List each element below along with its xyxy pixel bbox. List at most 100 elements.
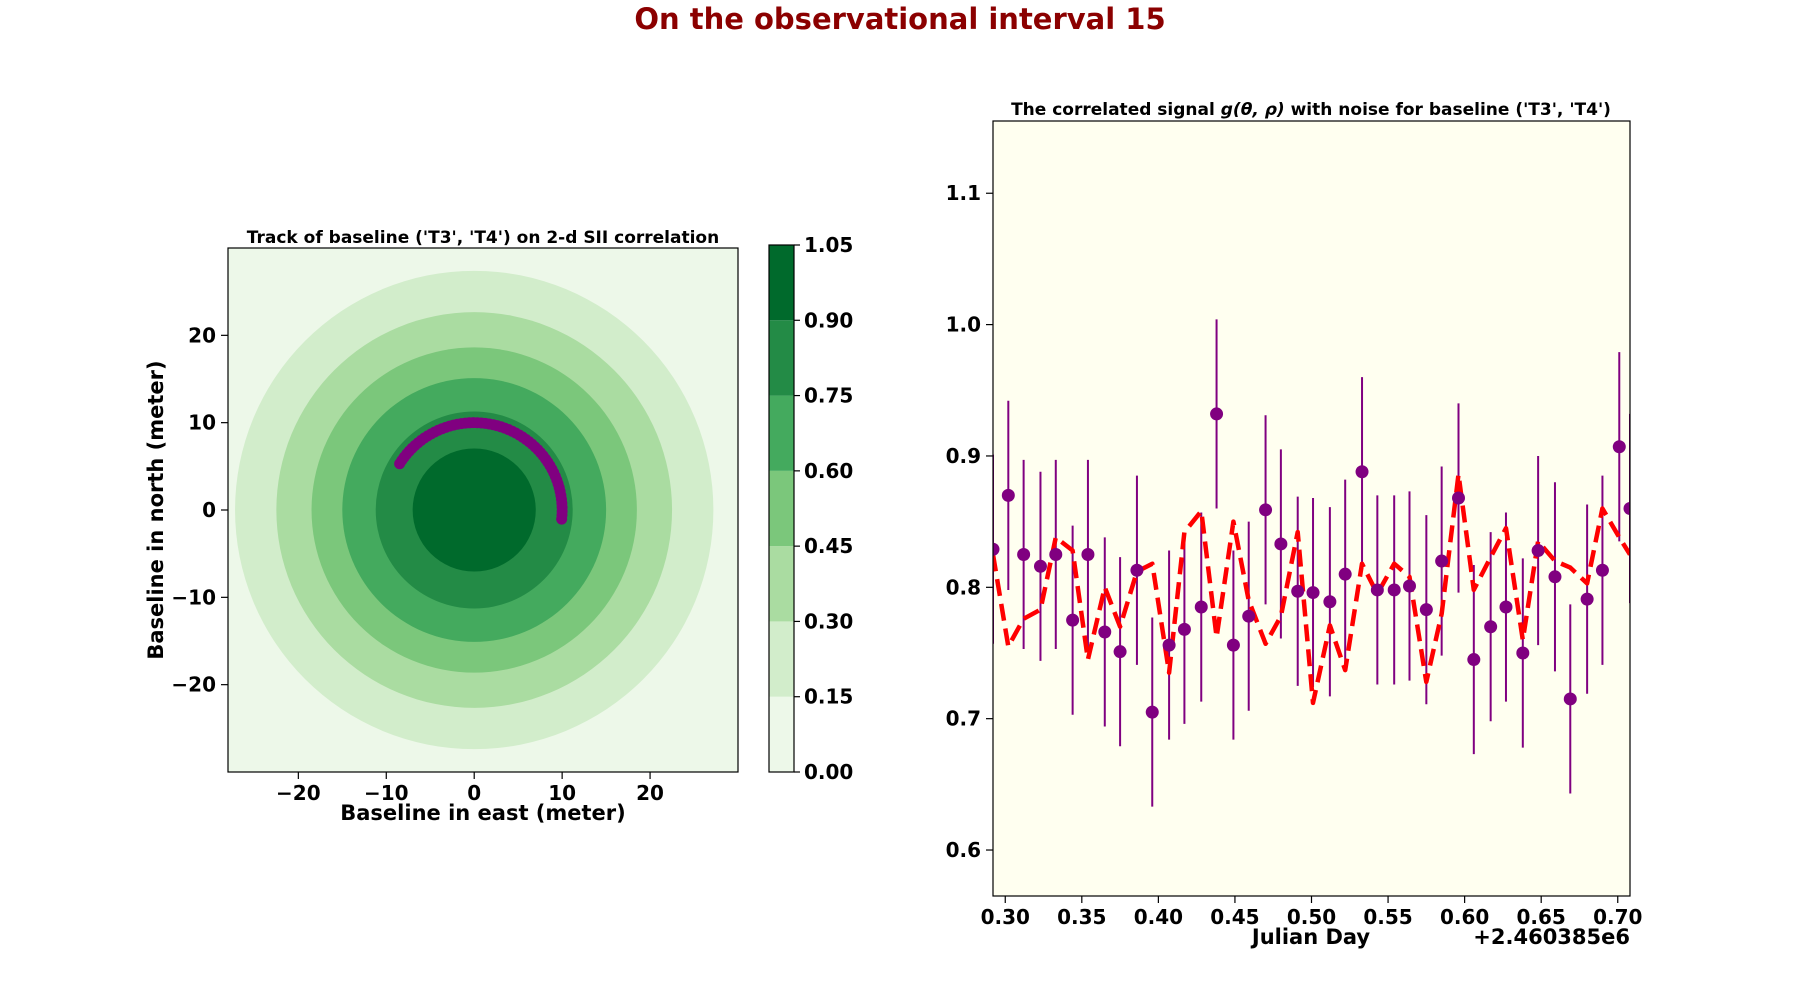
signal-x-tick-label: 0.35 xyxy=(1057,905,1106,929)
signal-errorbar-chart: The correlated signal g(θ, ρ) with noise… xyxy=(946,100,1643,949)
signal-point xyxy=(1499,600,1513,614)
contour-x-tick-label: −20 xyxy=(276,781,321,805)
signal-point xyxy=(1291,584,1305,598)
colorbar-tick-label: 0.30 xyxy=(804,609,853,633)
signal-x-tick-label: 0.55 xyxy=(1363,905,1412,929)
signal-title-math: g(θ, ρ) xyxy=(1221,100,1285,120)
signal-point xyxy=(1435,554,1449,568)
signal-point xyxy=(1338,567,1352,581)
signal-x-axis-label: Julian Day xyxy=(1250,925,1371,949)
colorbar-tick-label: 0.75 xyxy=(804,384,853,408)
signal-point xyxy=(1452,491,1465,505)
signal-point xyxy=(1580,592,1594,606)
signal-y-tick-label: 0.8 xyxy=(946,575,981,599)
signal-point xyxy=(1210,407,1224,421)
contour-y-axis: −20 −10 0 10 20 xyxy=(171,323,228,697)
signal-y-tick-label: 0.9 xyxy=(946,444,981,468)
signal-point xyxy=(1484,620,1498,634)
signal-x-tick-label: 0.60 xyxy=(1440,905,1489,929)
signal-point xyxy=(1595,563,1609,577)
colorbar-segment-3 xyxy=(769,470,794,547)
colorbar-tick-label: 0.90 xyxy=(804,308,853,332)
contour-x-axis: −20 −10 0 10 20 xyxy=(276,772,664,805)
signal-point xyxy=(1387,583,1401,597)
signal-point xyxy=(1226,638,1240,652)
signal-point xyxy=(1177,622,1191,636)
contour-y-tick-label: −20 xyxy=(171,673,216,697)
signal-y-tick-label: 0.7 xyxy=(946,707,981,731)
signal-point xyxy=(1081,547,1095,561)
signal-point xyxy=(1548,570,1562,584)
signal-x-offset-label: +2.460385e6 xyxy=(1473,925,1630,949)
signal-point xyxy=(1612,440,1626,454)
contour-x-tick-label: −10 xyxy=(364,781,409,805)
signal-plot-background xyxy=(993,121,1630,896)
figure-title: On the observational interval 15 xyxy=(634,2,1166,36)
signal-point xyxy=(1242,609,1256,623)
signal-point xyxy=(1419,603,1433,617)
signal-point xyxy=(1113,645,1127,659)
signal-chart-title: The correlated signal g(θ, ρ) with noise… xyxy=(1011,100,1611,120)
signal-x-tick-label: 0.50 xyxy=(1287,905,1336,929)
signal-y-tick-label: 1.1 xyxy=(946,181,981,205)
signal-x-tick-label: 0.30 xyxy=(981,905,1030,929)
signal-point xyxy=(1563,692,1577,706)
signal-point xyxy=(1098,625,1112,639)
signal-point xyxy=(993,542,1000,556)
signal-y-axis: 0.6 0.7 0.8 0.9 1.0 1.1 xyxy=(946,181,993,862)
colorbar-segment-0 xyxy=(769,696,794,772)
colorbar-tick-label: 1.05 xyxy=(804,233,853,257)
contour-y-tick-label: 0 xyxy=(202,498,216,522)
signal-point xyxy=(1259,503,1273,517)
signal-x-tick-label: 0.40 xyxy=(1134,905,1183,929)
signal-x-tick-label: 0.45 xyxy=(1210,905,1259,929)
contour-chart-title: Track of baseline ('T3', 'T4') on 2-d SI… xyxy=(247,228,719,248)
colorbar-segment-1 xyxy=(769,621,794,697)
contour-y-axis-label: Baseline in north (meter) xyxy=(144,360,168,659)
colorbar: 0.00 0.15 0.30 0.45 0.60 0.75 0.90 1.05 xyxy=(768,233,853,784)
signal-point xyxy=(1306,586,1320,600)
signal-point xyxy=(1531,544,1545,558)
signal-point xyxy=(1049,547,1063,561)
contour-x-tick-label: 0 xyxy=(467,781,481,805)
colorbar-segment-4 xyxy=(769,395,794,471)
model-line xyxy=(993,472,1630,706)
colorbar-tick-label: 0.00 xyxy=(804,760,853,784)
signal-point xyxy=(1033,559,1047,573)
signal-x-axis: 0.30 0.35 0.40 0.45 0.50 0.55 0.60 0.65 0.70 xyxy=(981,896,1642,929)
signal-title-after: with noise for baseline ('T3', 'T4') xyxy=(1285,100,1611,120)
signal-point xyxy=(1516,646,1530,660)
signal-point xyxy=(1145,705,1159,719)
contour-y-tick-label: −10 xyxy=(171,585,216,609)
signal-point xyxy=(1355,465,1369,479)
contour-x-tick-label: 20 xyxy=(636,781,664,805)
signal-point xyxy=(1017,547,1031,561)
colorbar-tick-label: 0.60 xyxy=(804,459,853,483)
signal-point xyxy=(1370,583,1384,597)
signal-x-tick-label: 0.65 xyxy=(1517,905,1566,929)
signal-point xyxy=(1274,537,1288,551)
contour-level-6 xyxy=(412,448,536,572)
contour-fills xyxy=(228,248,738,772)
signal-point xyxy=(1130,563,1144,577)
track-point xyxy=(394,458,406,470)
contour-y-tick-label: 10 xyxy=(188,411,216,435)
signal-point xyxy=(1323,595,1337,609)
signal-point xyxy=(1162,638,1176,652)
colorbar-segment-6 xyxy=(769,245,794,321)
signal-title-before: The correlated signal xyxy=(1011,100,1221,120)
contour-x-axis-label: Baseline in east (meter) xyxy=(340,801,626,825)
signal-point xyxy=(1623,502,1630,515)
signal-point xyxy=(1001,488,1015,502)
signal-data xyxy=(993,319,1630,807)
signal-y-tick-label: 0.6 xyxy=(946,838,981,862)
contour-y-tick-label: 20 xyxy=(188,323,216,347)
signal-point xyxy=(1403,579,1416,593)
colorbar-tick-label: 0.45 xyxy=(804,534,853,558)
contour-x-tick-label: 10 xyxy=(548,781,576,805)
colorbar-frame xyxy=(768,244,795,773)
sii-contour-chart: Track of baseline ('T3', 'T4') on 2-d SI… xyxy=(144,228,853,825)
signal-y-tick-label: 1.0 xyxy=(946,313,981,337)
signal-point xyxy=(1194,600,1208,614)
